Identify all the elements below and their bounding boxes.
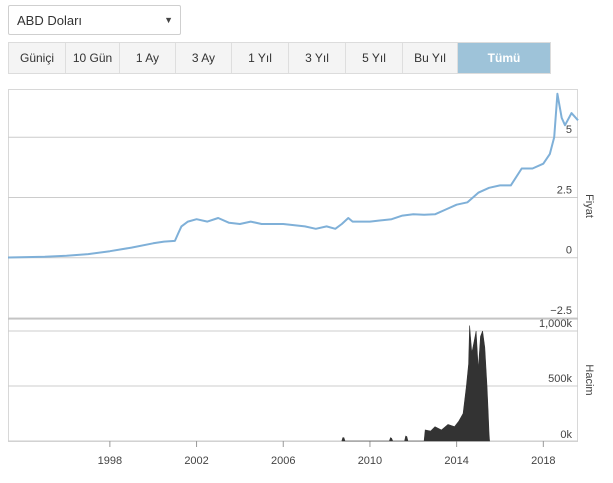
price-line bbox=[7, 92, 579, 259]
price-tick-label: 2.5 bbox=[557, 184, 572, 196]
volume-layer bbox=[341, 325, 490, 442]
price-tick-label: 0 bbox=[566, 245, 572, 257]
range-button-10-days[interactable]: 10 Gün bbox=[66, 43, 120, 73]
range-button-5-years[interactable]: 5 Yıl bbox=[346, 43, 403, 73]
x-tick-label: 2014 bbox=[444, 455, 468, 467]
grid-layer bbox=[8, 136, 578, 447]
label-layer: 5 2.5 0 −2.51,000k 500k 0k 1998 2002 2006 2010 201… bbox=[98, 124, 573, 467]
price-tick-label: 5 bbox=[566, 124, 572, 136]
x-tick-label: 2018 bbox=[531, 455, 555, 467]
x-tick-label: 2002 bbox=[184, 455, 208, 467]
range-button-1-year[interactable]: 1 Yıl bbox=[232, 43, 289, 73]
volume-tick-label: 0k bbox=[560, 429, 572, 441]
volume-tick-label: 1,000k bbox=[539, 318, 573, 330]
range-selector: Güniçi 10 Gün 1 Ay 3 Ay 1 Yıl 3 Yıl 5 Yı… bbox=[8, 42, 551, 74]
price-tick-label: −2.5 bbox=[550, 305, 572, 317]
range-button-3-months[interactable]: 3 Ay bbox=[176, 43, 232, 73]
x-tick-label: 2010 bbox=[358, 455, 382, 467]
x-tick-label: 1998 bbox=[98, 455, 122, 467]
chevron-down-icon: ▼ bbox=[164, 15, 173, 25]
currency-select[interactable]: ABD Doları ▼ bbox=[8, 5, 181, 35]
range-button-this-year[interactable]: Bu Yıl bbox=[403, 43, 458, 73]
x-tick-label: 2006 bbox=[271, 455, 295, 467]
currency-select-value: ABD Doları bbox=[17, 12, 83, 28]
range-button-1-month[interactable]: 1 Ay bbox=[120, 43, 176, 73]
price-axis-title: Fiyat bbox=[583, 194, 595, 218]
price-layer bbox=[7, 92, 579, 259]
volume-area bbox=[341, 325, 490, 442]
volume-axis-title: Hacim bbox=[583, 364, 595, 395]
range-button-3-years[interactable]: 3 Yıl bbox=[289, 43, 346, 73]
range-button-all[interactable]: Tümü bbox=[458, 43, 550, 73]
range-button-intraday[interactable]: Güniçi bbox=[9, 43, 66, 73]
volume-tick-label: 500k bbox=[548, 373, 572, 385]
